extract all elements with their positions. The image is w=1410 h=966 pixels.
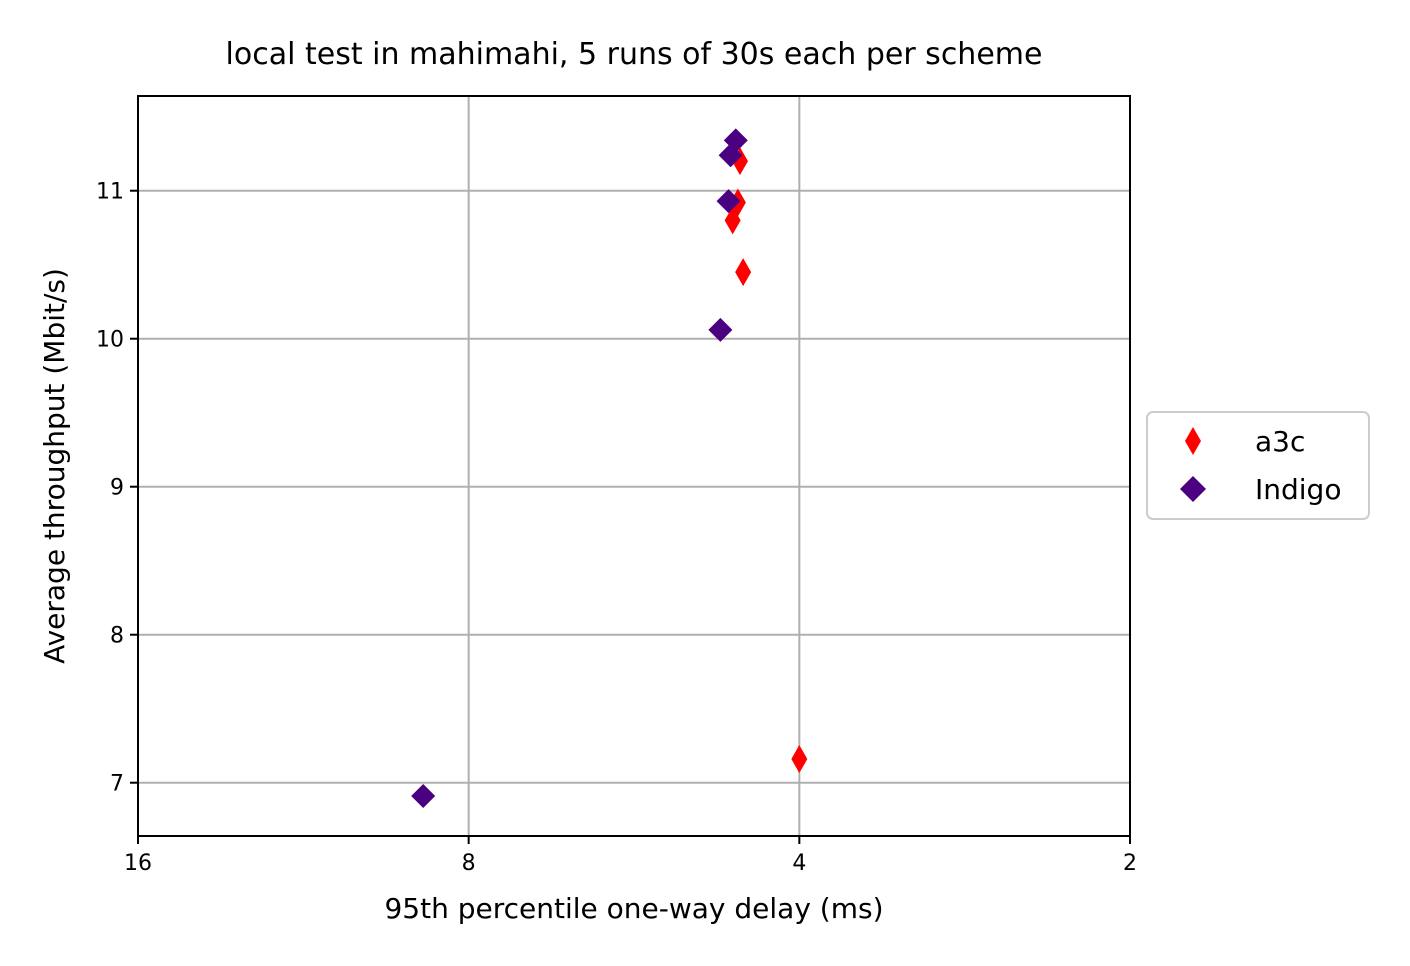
x-tick-label: 8 <box>462 851 476 876</box>
y-tick-label: 7 <box>110 772 124 797</box>
plot-area-frame <box>137 95 1131 837</box>
x-tick-label: 16 <box>124 851 152 876</box>
y-tick-label: 8 <box>110 624 124 649</box>
legend-label-indigo: Indigo <box>1255 473 1341 506</box>
legend-marker-indigo <box>1180 476 1206 502</box>
y-tick-label: 10 <box>96 328 124 353</box>
x-tick-label: 2 <box>1123 851 1137 876</box>
data-point-indigo <box>411 784 436 809</box>
chart-title: local test in mahimahi, 5 runs of 30s ea… <box>226 37 1043 72</box>
data-point-indigo <box>718 143 743 168</box>
legend-marker-a3c <box>1185 427 1201 455</box>
data-points <box>411 128 808 809</box>
grid-lines <box>138 96 1130 836</box>
legend: a3c Indigo <box>1146 411 1370 520</box>
data-point-indigo <box>708 317 733 342</box>
y-axis-ticks: 7 8 9 10 11 <box>96 180 138 797</box>
x-axis-label: 95th percentile one-way delay (ms) <box>384 892 883 925</box>
data-point-a3c <box>735 258 752 287</box>
data-point-a3c <box>791 745 808 774</box>
x-tick-label: 4 <box>792 851 806 876</box>
y-tick-label: 9 <box>110 476 124 501</box>
data-point-indigo <box>716 189 741 214</box>
x-axis-ticks: 16 8 4 2 <box>124 836 1137 876</box>
y-axis-label: Average throughput (Mbit/s) <box>38 268 71 664</box>
legend-label-a3c: a3c <box>1255 425 1305 458</box>
data-point-a3c <box>724 206 741 235</box>
y-tick-label: 11 <box>96 180 124 205</box>
